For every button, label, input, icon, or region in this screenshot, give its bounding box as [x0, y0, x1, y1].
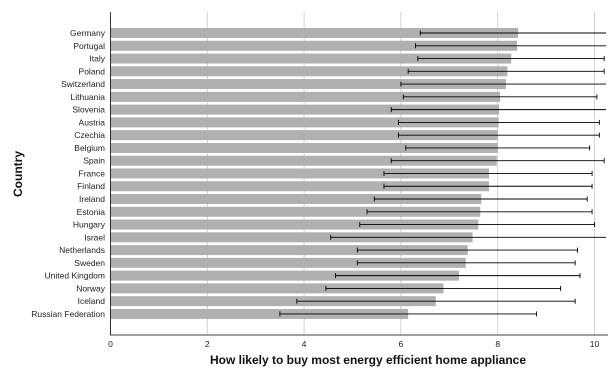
- y-tick-label: Poland: [79, 66, 106, 76]
- y-tick-label: Estonia: [77, 207, 106, 217]
- bar: [110, 28, 519, 38]
- bar: [110, 270, 459, 281]
- y-tick-label: Ireland: [79, 194, 105, 204]
- x-tick-labels: 0 2 4 6 8 10: [108, 339, 599, 349]
- bar: [110, 104, 500, 115]
- x-tick-label: 2: [205, 339, 210, 349]
- bar: [110, 206, 481, 217]
- bar: [110, 117, 499, 128]
- y-tick-label: Italy: [89, 54, 105, 64]
- bar: [110, 155, 497, 166]
- x-axis-title: How likely to buy most energy efficient …: [210, 353, 526, 367]
- y-tick-label: Lithuania: [70, 92, 105, 102]
- x-tick-label: 10: [590, 339, 600, 349]
- y-tick-label: Portugal: [73, 41, 105, 51]
- y-tick-label: Netherlands: [59, 245, 105, 255]
- y-tick-label: United Kingdom: [45, 271, 105, 281]
- x-tick-label: 8: [495, 339, 500, 349]
- bar: [110, 283, 444, 294]
- bar: [110, 130, 498, 141]
- y-tick-label: Czechia: [74, 130, 105, 140]
- bar: [110, 232, 473, 243]
- bar: [110, 181, 489, 192]
- y-axis-title: Country: [11, 151, 25, 197]
- y-tick-label: Belgium: [74, 143, 105, 153]
- bar: [110, 142, 498, 153]
- y-tick-label: Spain: [83, 156, 105, 166]
- y-tick-label: Israel: [84, 232, 105, 242]
- y-tick-label: France: [79, 168, 106, 178]
- bar: [110, 168, 489, 179]
- y-tick-label: Iceland: [78, 296, 106, 306]
- y-tick-label: Sweden: [74, 258, 105, 268]
- x-tick-label: 6: [399, 339, 404, 349]
- bar: [110, 53, 512, 64]
- y-tick-label: Slovenia: [72, 105, 105, 115]
- bar: [110, 296, 436, 307]
- bar: [110, 219, 479, 230]
- bar: [110, 308, 409, 319]
- y-tick-labels: Germany Portugal Italy Poland Switzerland Lit…: [31, 28, 105, 319]
- x-tick-label: 4: [302, 339, 307, 349]
- y-tick-label: Russian Federation: [31, 309, 105, 319]
- bar: [110, 66, 508, 77]
- bar: [110, 40, 518, 51]
- y-tick-label: Germany: [70, 28, 106, 38]
- y-tick-label: Finland: [77, 181, 105, 191]
- bar: [110, 91, 501, 102]
- x-tick-label: 0: [108, 339, 113, 349]
- bar: [110, 245, 468, 256]
- y-tick-label: Switzerland: [61, 79, 105, 89]
- bar: [110, 79, 506, 90]
- y-tick-label: Norway: [76, 283, 106, 293]
- bar: [110, 194, 482, 205]
- bar: [110, 257, 466, 268]
- y-tick-label: Austria: [79, 117, 106, 127]
- bars: [110, 28, 519, 319]
- y-tick-label: Hungary: [73, 220, 106, 230]
- error-bars: [279, 30, 606, 317]
